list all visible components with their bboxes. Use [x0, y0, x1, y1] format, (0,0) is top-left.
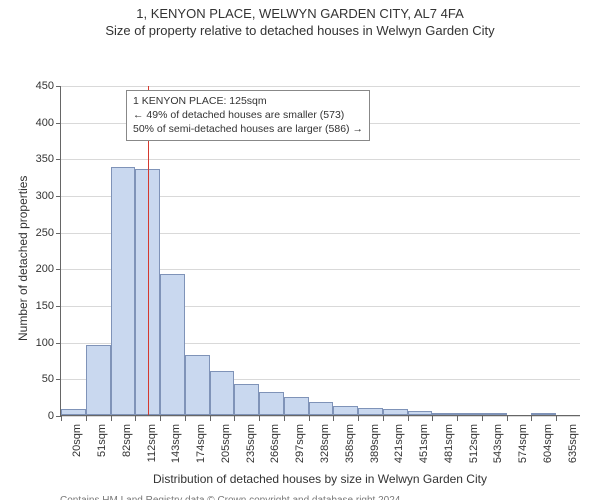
histogram-bar: [432, 413, 457, 415]
xtick-mark: [210, 416, 211, 421]
ytick-label: 400: [26, 117, 54, 129]
chart-title-main: 1, KENYON PLACE, WELWYN GARDEN CITY, AL7…: [0, 6, 600, 21]
xtick-mark: [259, 416, 260, 421]
xtick-mark: [309, 416, 310, 421]
y-axis-label: Number of detached properties: [16, 176, 30, 341]
xtick-label: 512sqm: [468, 424, 480, 474]
ytick-label: 300: [26, 190, 54, 202]
xtick-mark: [482, 416, 483, 421]
xtick-mark: [284, 416, 285, 421]
histogram-bar: [111, 167, 136, 415]
histogram-bar: [358, 408, 383, 415]
ytick-mark: [56, 233, 61, 234]
xtick-mark: [507, 416, 508, 421]
xtick-label: 389sqm: [369, 424, 381, 474]
xtick-mark: [185, 416, 186, 421]
histogram-bar: [309, 402, 334, 415]
annotation-line: 1 KENYON PLACE: 125sqm: [133, 94, 363, 108]
xtick-label: 543sqm: [492, 424, 504, 474]
xtick-label: 481sqm: [443, 424, 455, 474]
xtick-mark: [358, 416, 359, 421]
xtick-label: 112sqm: [146, 424, 158, 474]
xtick-mark: [457, 416, 458, 421]
xtick-label: 205sqm: [220, 424, 232, 474]
ytick-label: 250: [26, 227, 54, 239]
xtick-label: 143sqm: [170, 424, 182, 474]
histogram-bar: [210, 371, 235, 415]
ytick-mark: [56, 159, 61, 160]
xtick-mark: [160, 416, 161, 421]
xtick-mark: [408, 416, 409, 421]
histogram-bar: [185, 355, 210, 415]
histogram-bar: [86, 345, 111, 415]
ytick-mark: [56, 123, 61, 124]
xtick-mark: [432, 416, 433, 421]
ytick-label: 450: [26, 80, 54, 92]
xtick-mark: [61, 416, 62, 421]
gridline: [61, 159, 580, 160]
xtick-label: 20sqm: [71, 424, 83, 474]
histogram-bar: [482, 413, 507, 415]
histogram-bar: [160, 274, 185, 415]
histogram-bar: [457, 413, 482, 415]
xtick-mark: [556, 416, 557, 421]
xtick-label: 574sqm: [517, 424, 529, 474]
histogram-bar: [259, 392, 284, 415]
xtick-label: 297sqm: [294, 424, 306, 474]
annotation-line: ← 49% of detached houses are smaller (57…: [133, 108, 363, 122]
ytick-label: 350: [26, 153, 54, 165]
xtick-mark: [333, 416, 334, 421]
annotation-line: 50% of semi-detached houses are larger (…: [133, 122, 363, 136]
xtick-label: 604sqm: [542, 424, 554, 474]
xtick-label: 51sqm: [96, 424, 108, 474]
ytick-mark: [56, 196, 61, 197]
histogram-bar: [333, 406, 358, 415]
xtick-label: 421sqm: [393, 424, 405, 474]
xtick-label: 328sqm: [319, 424, 331, 474]
xtick-label: 235sqm: [245, 424, 257, 474]
ytick-label: 100: [26, 337, 54, 349]
xtick-mark: [135, 416, 136, 421]
gridline: [61, 86, 580, 87]
ytick-label: 0: [26, 410, 54, 422]
ytick-label: 50: [26, 373, 54, 385]
histogram-bar: [234, 384, 259, 415]
xtick-mark: [383, 416, 384, 421]
x-axis-label: Distribution of detached houses by size …: [60, 472, 580, 486]
xtick-mark: [531, 416, 532, 421]
plot-area: 05010015020025030035040045020sqm51sqm82s…: [60, 86, 580, 416]
histogram-bar: [284, 397, 309, 415]
histogram-bar: [383, 409, 408, 415]
ytick-mark: [56, 379, 61, 380]
xtick-label: 451sqm: [418, 424, 430, 474]
annotation-box: 1 KENYON PLACE: 125sqm← 49% of detached …: [126, 90, 370, 141]
xtick-mark: [234, 416, 235, 421]
ytick-label: 150: [26, 300, 54, 312]
ytick-mark: [56, 269, 61, 270]
chart-title-sub: Size of property relative to detached ho…: [0, 23, 600, 38]
ytick-mark: [56, 306, 61, 307]
xtick-label: 174sqm: [195, 424, 207, 474]
xtick-mark: [111, 416, 112, 421]
xtick-label: 635sqm: [567, 424, 579, 474]
gridline: [61, 416, 580, 417]
ytick-mark: [56, 343, 61, 344]
footer-line1: Contains HM Land Registry data © Crown c…: [60, 494, 580, 500]
xtick-label: 266sqm: [269, 424, 281, 474]
xtick-mark: [86, 416, 87, 421]
footer-attribution: Contains HM Land Registry data © Crown c…: [60, 494, 580, 500]
ytick-mark: [56, 86, 61, 87]
histogram-bar: [61, 409, 86, 415]
xtick-label: 358sqm: [344, 424, 356, 474]
ytick-label: 200: [26, 263, 54, 275]
histogram-bar: [408, 411, 433, 415]
histogram-bar: [531, 413, 556, 415]
xtick-label: 82sqm: [121, 424, 133, 474]
